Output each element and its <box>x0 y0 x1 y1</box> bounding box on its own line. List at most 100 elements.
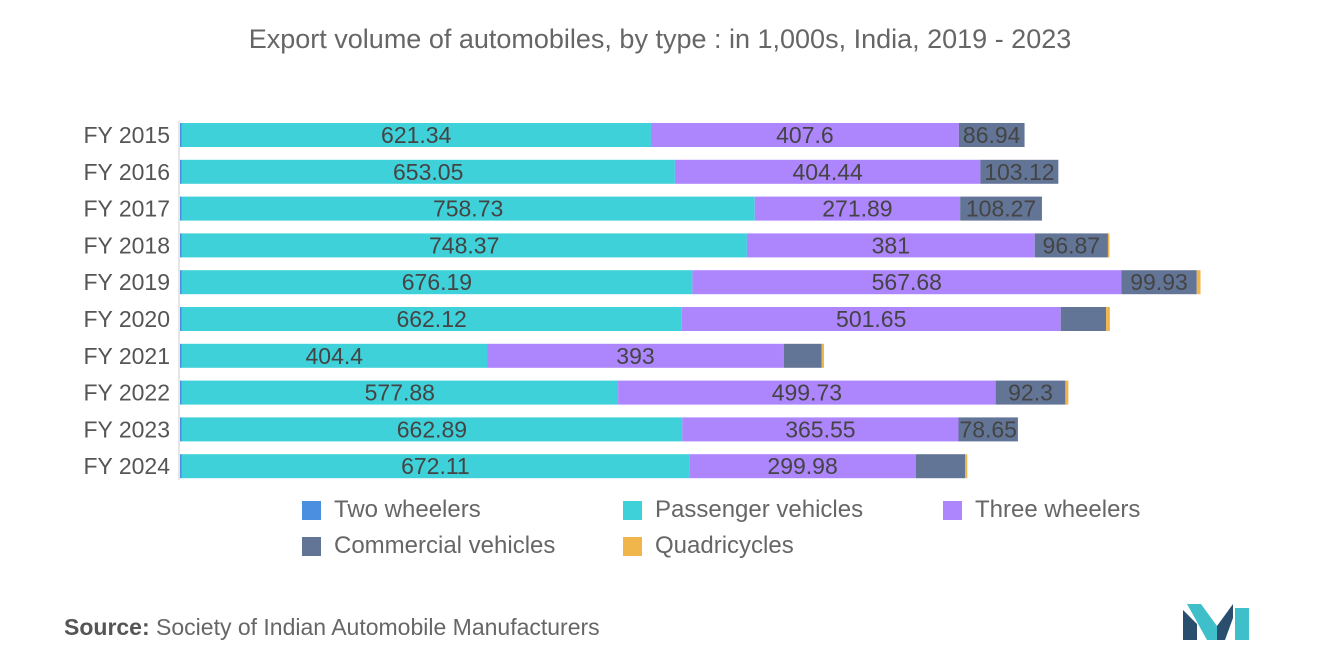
bar-commercial-vehicles-fy-2016 <box>980 159 1059 184</box>
category-label-fy-2020: FY 2020 <box>83 306 170 332</box>
bar-quadricycles-fy-2020 <box>1106 307 1110 331</box>
data-label-commercial-vehicles-fy-2019: 99.93 <box>1130 269 1188 295</box>
bar-passenger-vehicles-fy-2021 <box>181 343 488 368</box>
stacked-bar-chart: FY 2015 621.34 407.6 86.94 FY 2016 653.05 404.… <box>83 121 1201 481</box>
mordor-intelligence-logo-icon <box>1183 604 1249 640</box>
bar-quadricycles-fy-2019 <box>1196 270 1201 295</box>
source-text: Society of Indian Automobile Manufacture… <box>156 614 600 640</box>
bar-passenger-vehicles-fy-2018 <box>181 233 747 258</box>
bar-quadricycles-fy-2018 <box>1107 233 1110 258</box>
bar-passenger-vehicles-fy-2023 <box>181 417 683 442</box>
legend-item-quadricycles: Quadricycles <box>623 532 794 560</box>
data-label-passenger-vehicles-fy-2016: 653.05 <box>393 159 463 185</box>
bar-two-wheelers-fy-2021 <box>180 343 182 368</box>
legend-swatch-quadricycles <box>623 536 642 556</box>
data-label-commercial-vehicles-fy-2017: 108.27 <box>966 196 1036 222</box>
data-label-passenger-vehicles-fy-2024: 672.11 <box>401 453 470 479</box>
bar-passenger-vehicles-fy-2020 <box>181 307 682 331</box>
data-label-three-wheelers-fy-2023: 365.55 <box>785 416 855 442</box>
bar-three-wheelers-fy-2016 <box>674 159 981 184</box>
category-label-fy-2016: FY 2016 <box>83 159 170 185</box>
data-label-passenger-vehicles-fy-2021: 404.4 <box>305 343 363 369</box>
bar-commercial-vehicles-fy-2019 <box>1121 270 1197 295</box>
bar-passenger-vehicles-fy-2022 <box>181 380 619 405</box>
data-label-three-wheelers-fy-2019: 567.68 <box>872 269 942 295</box>
bar-commercial-vehicles-fy-2024 <box>915 454 966 479</box>
bar-three-wheelers-fy-2017 <box>754 196 961 221</box>
legend-swatch-passenger-vehicles <box>623 500 642 520</box>
logo-shape-right <box>1235 608 1249 640</box>
data-label-commercial-vehicles-fy-2018: 96.87 <box>1043 232 1101 258</box>
bar-three-wheelers-fy-2020 <box>681 307 1061 331</box>
bar-quadricycles-fy-2022 <box>1065 380 1069 405</box>
data-label-passenger-vehicles-fy-2019: 676.19 <box>402 269 472 295</box>
data-label-three-wheelers-fy-2020: 501.65 <box>836 306 906 332</box>
data-label-three-wheelers-fy-2022: 499.73 <box>772 380 842 406</box>
legend-label-three-wheelers: Three wheelers <box>975 496 1141 523</box>
data-label-commercial-vehicles-fy-2023: 78.65 <box>959 416 1017 442</box>
bar-commercial-vehicles-fy-2015 <box>958 123 1025 147</box>
data-label-three-wheelers-fy-2021: 393 <box>616 343 654 369</box>
legend-swatch-three-wheelers <box>943 500 962 520</box>
data-label-passenger-vehicles-fy-2022: 577.88 <box>365 380 435 406</box>
category-label-fy-2019: FY 2019 <box>83 269 170 295</box>
bar-quadricycles-fy-2021 <box>821 343 824 368</box>
bar-two-wheelers-fy-2017 <box>180 196 182 221</box>
bar-commercial-vehicles-fy-2023 <box>958 417 1018 442</box>
category-label-fy-2021: FY 2021 <box>83 343 170 369</box>
data-label-three-wheelers-fy-2024: 299.98 <box>767 453 837 479</box>
bar-commercial-vehicles-fy-2022 <box>995 380 1066 405</box>
logo-shape-mid-right <box>1217 604 1233 640</box>
data-label-passenger-vehicles-fy-2018: 748.37 <box>429 232 499 258</box>
legend-label-passenger-vehicles: Passenger vehicles <box>655 496 864 523</box>
category-label-fy-2023: FY 2023 <box>83 416 170 442</box>
data-label-commercial-vehicles-fy-2015: 86.94 <box>963 122 1021 148</box>
legend-item-two-wheelers: Two wheelers <box>302 496 481 524</box>
source-label: Source: <box>64 614 150 640</box>
bar-passenger-vehicles-fy-2015 <box>181 123 651 147</box>
data-label-three-wheelers-fy-2015: 407.6 <box>776 122 834 148</box>
bar-commercial-vehicles-fy-2017 <box>960 196 1042 221</box>
bar-three-wheelers-fy-2021 <box>487 343 784 368</box>
legend-label-quadricycles: Quadricycles <box>655 532 794 559</box>
legend-item-three-wheelers: Three wheelers <box>943 496 1140 524</box>
category-label-fy-2017: FY 2017 <box>83 196 170 222</box>
bar-two-wheelers-fy-2016 <box>180 159 182 184</box>
legend-swatch-commercial-vehicles <box>302 536 321 556</box>
category-label-fy-2015: FY 2015 <box>83 122 170 148</box>
bar-passenger-vehicles-fy-2019 <box>181 270 693 295</box>
bar-two-wheelers-fy-2020 <box>180 307 182 331</box>
category-label-fy-2024: FY 2024 <box>83 453 170 479</box>
data-label-three-wheelers-fy-2016: 404.44 <box>792 159 863 185</box>
logo-shape-mid-left <box>1187 604 1217 640</box>
bar-two-wheelers-fy-2022 <box>180 380 182 405</box>
bar-passenger-vehicles-fy-2024 <box>181 454 690 479</box>
legend-label-commercial-vehicles: Commercial vehicles <box>334 532 556 559</box>
bar-two-wheelers-fy-2023 <box>180 417 182 442</box>
bar-two-wheelers-fy-2019 <box>180 270 182 295</box>
bar-three-wheelers-fy-2019 <box>692 270 1122 295</box>
bar-commercial-vehicles-fy-2020 <box>1060 307 1107 331</box>
data-label-three-wheelers-fy-2017: 271.89 <box>822 196 892 222</box>
bar-three-wheelers-fy-2024 <box>689 454 916 479</box>
bar-two-wheelers-fy-2015 <box>180 123 182 147</box>
chart-title: Export volume of automobiles, by type : … <box>248 24 1072 54</box>
data-label-passenger-vehicles-fy-2017: 758.73 <box>433 196 503 222</box>
data-label-passenger-vehicles-fy-2015: 621.34 <box>381 122 452 148</box>
bar-three-wheelers-fy-2018 <box>746 233 1035 258</box>
data-label-passenger-vehicles-fy-2020: 662.12 <box>396 306 466 332</box>
source-note: Source: Society of Indian Automobile Man… <box>64 614 600 641</box>
category-label-fy-2022: FY 2022 <box>83 380 170 406</box>
bar-three-wheelers-fy-2022 <box>618 380 996 405</box>
data-label-three-wheelers-fy-2018: 381 <box>872 232 910 258</box>
legend-swatch-two-wheelers <box>302 500 321 520</box>
legend-item-passenger-vehicles: Passenger vehicles <box>623 496 863 524</box>
bar-three-wheelers-fy-2023 <box>682 417 959 442</box>
legend-item-commercial-vehicles: Commercial vehicles <box>302 532 555 560</box>
bar-three-wheelers-fy-2015 <box>650 123 959 147</box>
bar-commercial-vehicles-fy-2018 <box>1034 233 1108 258</box>
bar-quadricycles-fy-2024 <box>965 454 968 479</box>
data-label-commercial-vehicles-fy-2016: 103.12 <box>984 159 1054 185</box>
logo-shape-left <box>1183 610 1197 640</box>
bar-passenger-vehicles-fy-2016 <box>181 159 675 184</box>
